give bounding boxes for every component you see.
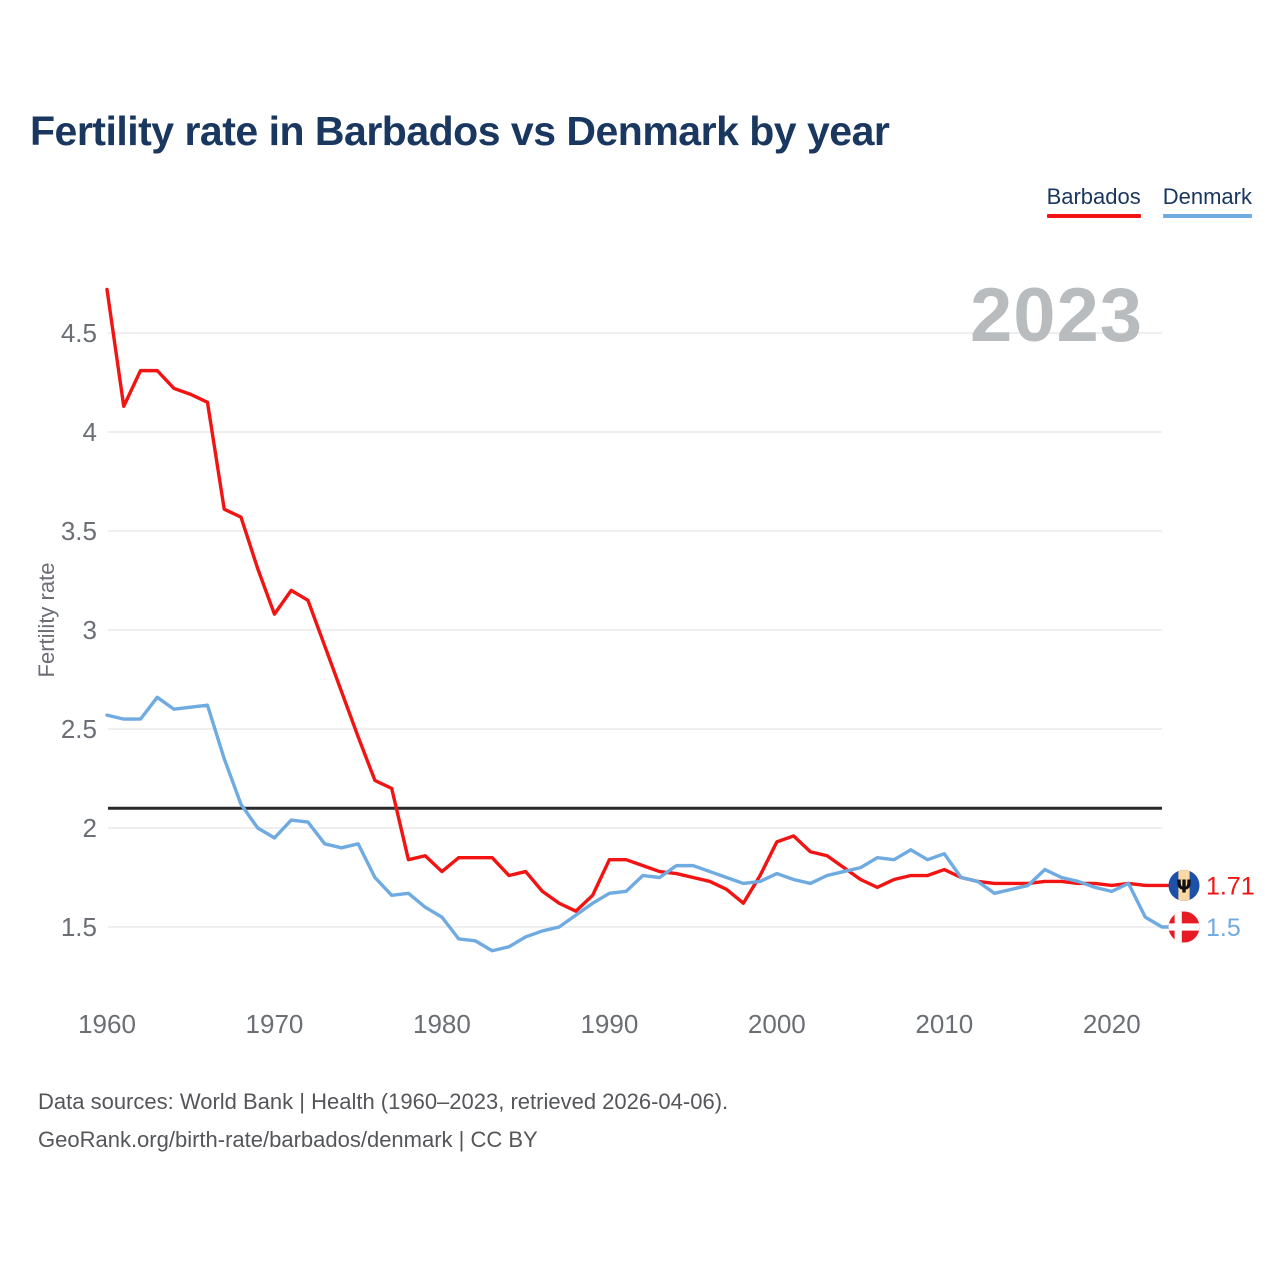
trident-glyph: Ψ [1176,876,1191,897]
y-tick-2.5: 2.5 [61,714,97,744]
flag-barbados-icon: Ψ [1168,869,1200,901]
y-tick-4.5: 4.5 [61,318,97,348]
end-value-barbados: 1.71 [1206,872,1255,900]
attribution-text: GeoRank.org/birth-rate/barbados/denmark … [38,1127,538,1152]
fertility-line-chart: 1.5 2 2.5 3 3.5 4 4.5 1960 1970 1980 1990 2000 2010 2… [61,287,1255,1039]
legend-label-barbados: Barbados [1046,184,1141,209]
x-tick-2010: 2010 [915,1009,973,1039]
legend: Barbados Denmark [1046,184,1252,218]
y-tick-3: 3 [83,615,97,645]
page-title: Fertility rate in Barbados vs Denmark by… [30,108,890,154]
y-tick-4: 4 [83,417,97,447]
legend-item-denmark[interactable]: Denmark [1162,184,1252,218]
end-value-denmark: 1.5 [1206,914,1241,942]
y-tick-3.5: 3.5 [61,516,97,546]
legend-underline-barbados [1046,214,1141,218]
x-tick-1970: 1970 [246,1009,304,1039]
y-tick-2: 2 [83,813,97,843]
x-tick-1990: 1990 [580,1009,638,1039]
legend-label-denmark: Denmark [1162,184,1252,209]
y-tick-1.5: 1.5 [61,912,97,942]
x-tick-2000: 2000 [748,1009,806,1039]
legend-underline-denmark [1162,214,1252,218]
x-tick-2020: 2020 [1083,1009,1141,1039]
x-tick-1960: 1960 [78,1009,136,1039]
flag-denmark-icon [1168,911,1200,943]
data-sources-text: Data sources: World Bank | Health (1960–… [38,1089,729,1114]
year-watermark: 2023 [970,273,1144,358]
line-barbados [105,287,1170,913]
line-denmark [105,695,1170,953]
legend-item-barbados[interactable]: Barbados [1046,184,1141,218]
x-tick-1980: 1980 [413,1009,471,1039]
